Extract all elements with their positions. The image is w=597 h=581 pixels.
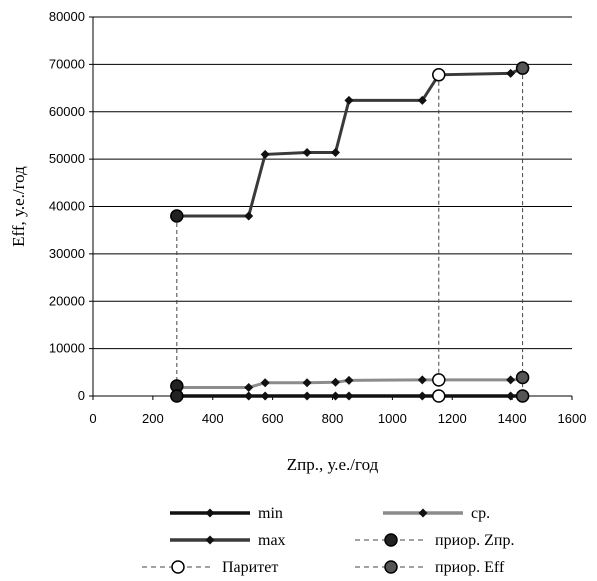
series-4 (432, 68, 446, 403)
legend-label: Паритет (222, 559, 278, 576)
series-1-point (260, 378, 270, 388)
series-2-point (244, 211, 254, 221)
x-tick-label: 1600 (558, 411, 587, 426)
series-5-point (515, 370, 530, 385)
x-tick-labels: 0 200 400 600 800 1000 1200 1400 1600 (89, 411, 586, 426)
series-5 (515, 61, 530, 403)
legend-entry: max (170, 532, 286, 549)
series-1-point (417, 375, 427, 385)
y-tick-label: 60000 (49, 104, 85, 119)
x-tick-label: 800 (322, 411, 344, 426)
x-tick-label: 400 (202, 411, 224, 426)
series-2-point (417, 95, 427, 105)
series-1-point (244, 382, 254, 392)
series-4-point (432, 373, 446, 387)
legend-swatch-marker (418, 508, 428, 518)
y-tick-label: 10000 (49, 341, 85, 356)
series-1-point (506, 375, 516, 385)
x-tick-label: 0 (89, 411, 96, 426)
series-0 (172, 391, 528, 401)
series-1 (172, 374, 528, 392)
y-tick-label: 40000 (49, 199, 85, 214)
series-0-point (506, 391, 516, 401)
series-0-point (330, 391, 340, 401)
legend-swatch-marker (384, 533, 398, 547)
legend-label: max (258, 532, 286, 549)
y-tick-label: 0 (78, 388, 85, 403)
y-tick-label: 50000 (49, 151, 85, 166)
x-tick-label: 1400 (498, 411, 527, 426)
series-0-point (417, 391, 427, 401)
legend-entry: Паритет (142, 559, 278, 576)
x-axis-label: Zпр., у.е./год (287, 455, 379, 474)
series-2-point (344, 95, 354, 105)
legend-entry: приор. Eff (355, 559, 505, 576)
y-tick-label: 30000 (49, 246, 85, 261)
legend: min ср. max приор. Zпр. Паритет приор. Eff (142, 505, 514, 576)
series-3-point (170, 389, 184, 403)
series-5-point (515, 61, 530, 75)
x-tick-label: 200 (142, 411, 164, 426)
y-tick-labels: 0 10000 20000 30000 40000 50000 60000 70000 8000… (49, 9, 85, 403)
series-3-point (170, 209, 184, 223)
y-axis-label: Eff, у.е./год (9, 166, 28, 247)
legend-entry: min (170, 505, 283, 522)
grid-lines (93, 16, 572, 350)
y-tick-label: 70000 (49, 56, 85, 71)
x-tick-label: 1200 (438, 411, 467, 426)
legend-entry: ср. (383, 505, 490, 522)
series-0-point (344, 391, 354, 401)
series-4-point (432, 68, 446, 82)
legend-label: приор. Zпр. (435, 532, 514, 549)
y-tick-label: 80000 (49, 9, 85, 24)
series-0-point (302, 391, 312, 401)
legend-swatch-marker (205, 535, 215, 545)
legend-swatch-marker (171, 560, 185, 574)
series-2-point (260, 149, 270, 159)
y-tick-label: 20000 (49, 293, 85, 308)
series-group (170, 61, 530, 403)
series-3 (170, 209, 184, 403)
series-2-point (302, 147, 312, 157)
legend-entry: приор. Zпр. (355, 532, 514, 549)
series-1-point (344, 375, 354, 385)
legend-label: min (258, 505, 283, 522)
x-tick-label: 600 (262, 411, 284, 426)
legend-label: приор. Eff (435, 559, 505, 576)
series-5-point (515, 389, 530, 403)
series-line-1 (176, 377, 523, 389)
x-tick-label: 1000 (378, 411, 407, 426)
series-2-point (330, 147, 340, 157)
legend-swatch-marker (205, 508, 215, 518)
series-2-point (506, 68, 516, 78)
series-0-point (260, 391, 270, 401)
series-1-point (330, 377, 340, 387)
series-line-2 (176, 66, 524, 218)
series-2 (172, 63, 528, 221)
legend-label: ср. (471, 505, 490, 522)
legend-swatch-marker (384, 560, 398, 574)
series-1-point (302, 378, 312, 388)
series-4-point (432, 389, 446, 403)
series-0-point (244, 391, 254, 401)
